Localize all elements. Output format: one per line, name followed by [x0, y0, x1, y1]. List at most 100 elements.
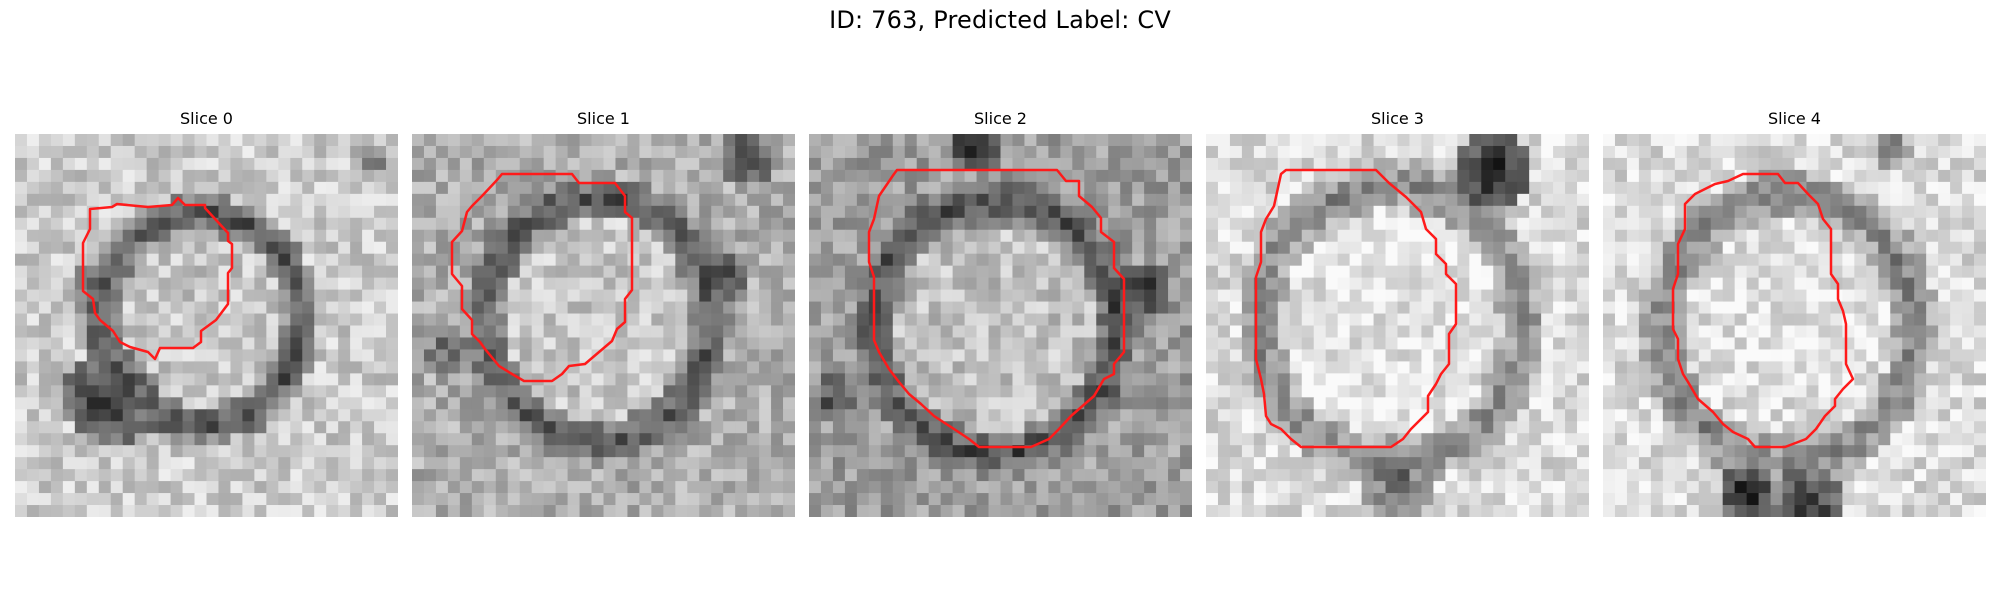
pixel-cell [1206, 337, 1219, 350]
pixel-cell [1024, 385, 1037, 398]
pixel-cell [880, 457, 894, 470]
pixel-cell [362, 361, 375, 374]
pixel-cell [1902, 373, 1915, 386]
pixel-cell [759, 361, 772, 374]
pixel-cell [579, 325, 592, 338]
pixel-cell [74, 373, 88, 386]
pixel-cell [735, 289, 748, 302]
pixel-cell [1036, 134, 1049, 147]
pixel-cell [1698, 373, 1712, 386]
pixel-cell [1638, 169, 1652, 183]
pixel-cell [350, 277, 363, 290]
pixel-cell [952, 505, 965, 517]
pixel-cell [1180, 409, 1192, 422]
pixel-cell [1457, 157, 1470, 171]
pixel-cell [952, 361, 965, 374]
pixel-cell [820, 481, 834, 494]
pixel-cell [567, 217, 580, 231]
pixel-cell [1806, 181, 1819, 195]
pixel-cell [1265, 337, 1279, 350]
pixel-cell [495, 469, 509, 482]
pixel-cell [1770, 385, 1783, 398]
pixel-cell [1517, 265, 1530, 279]
pixel-cell [687, 277, 700, 290]
pixel-cell [1782, 229, 1795, 243]
pixel-cell [338, 265, 351, 279]
pixel-cell [374, 409, 387, 422]
pixel-cell [964, 361, 977, 374]
pixel-cell [1626, 193, 1640, 207]
pixel-cell [916, 169, 930, 183]
pixel-cell [1277, 409, 1291, 422]
pixel-cell [1156, 361, 1169, 374]
pixel-cell [832, 205, 846, 219]
pixel-cell [699, 193, 712, 207]
pixel-cell [1710, 265, 1724, 279]
pixel-cell [711, 373, 724, 386]
pixel-cell [338, 313, 351, 326]
pixel-cell [1577, 325, 1589, 338]
pixel-cell [964, 193, 977, 207]
pixel-cell [1481, 229, 1494, 243]
pixel-cell [1024, 337, 1037, 350]
pixel-cell [1493, 469, 1506, 482]
pixel-cell [412, 337, 425, 350]
pixel-cell [194, 229, 207, 243]
pixel-cell [1361, 349, 1374, 362]
pixel-cell [1603, 205, 1616, 219]
pixel-cell [74, 134, 88, 147]
pixel-cell [1794, 289, 1807, 302]
pixel-cell [1878, 433, 1891, 446]
pixel-cell [1060, 349, 1073, 362]
pixel-cell [639, 145, 652, 159]
pixel-cell [1120, 229, 1133, 243]
pixel-cell [976, 229, 989, 243]
pixel-cell [326, 265, 339, 279]
pixel-cell [1120, 277, 1133, 290]
pixel-cell [447, 313, 461, 326]
pixel-cell [555, 493, 568, 506]
pixel-cell [1313, 289, 1327, 302]
pixel-cell [1866, 205, 1879, 219]
pixel-cell [868, 181, 882, 195]
pixel-cell [1421, 241, 1434, 255]
pixel-cell [1349, 421, 1362, 434]
pixel-cell [1048, 301, 1061, 314]
pixel-cell [1108, 181, 1121, 195]
pixel-cell [1926, 289, 1939, 302]
pixel-cell [1156, 457, 1169, 470]
pixel-cell [86, 277, 100, 290]
pixel-cell [1457, 134, 1470, 147]
pixel-cell [1734, 289, 1748, 302]
pixel-cell [1120, 169, 1133, 183]
pixel-cell [62, 134, 76, 147]
pixel-cell [1565, 361, 1578, 374]
pixel-cell [1421, 469, 1434, 482]
pixel-cell [122, 217, 136, 231]
pixel-cell [350, 361, 363, 374]
pixel-cell [844, 457, 858, 470]
pixel-cell [86, 361, 100, 374]
pixel-cell [723, 457, 736, 470]
pixel-cell [1445, 205, 1458, 219]
pixel-cell [1241, 265, 1255, 279]
pixel-cell [26, 145, 40, 159]
pixel-cell [290, 134, 303, 147]
pixel-cell [627, 469, 640, 482]
pixel-cell [1517, 277, 1530, 290]
pixel-cell [1421, 325, 1434, 338]
pixel-cell [1397, 217, 1410, 231]
pixel-cell [447, 349, 461, 362]
pixel-cell [1650, 193, 1664, 207]
pixel-cell [134, 145, 148, 159]
pixel-cell [1277, 193, 1291, 207]
pixel-cell [783, 397, 795, 410]
pixel-cell [783, 229, 795, 243]
pixel-cell [1313, 361, 1327, 374]
pixel-cell [1144, 457, 1157, 470]
pixel-cell [338, 433, 351, 446]
pixel-cell [290, 325, 303, 338]
pixel-cell [567, 277, 580, 290]
pixel-cell [1638, 337, 1652, 350]
pixel-cell [1565, 145, 1578, 159]
